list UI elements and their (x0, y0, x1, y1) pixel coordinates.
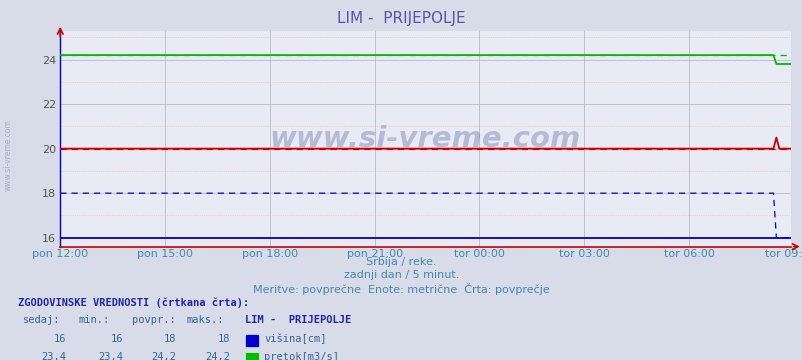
Text: povpr.:: povpr.: (132, 315, 176, 325)
Text: 24,2: 24,2 (152, 352, 176, 360)
Text: 18: 18 (164, 334, 176, 344)
Text: LIM -  PRIJEPOLJE: LIM - PRIJEPOLJE (337, 11, 465, 26)
Text: 23,4: 23,4 (42, 352, 67, 360)
Text: sedaj:: sedaj: (22, 315, 60, 325)
Text: www.si-vreme.com: www.si-vreme.com (3, 119, 13, 191)
Text: min.:: min.: (79, 315, 110, 325)
Text: ZGODOVINSKE VREDNOSTI (črtkana črta):: ZGODOVINSKE VREDNOSTI (črtkana črta): (18, 297, 249, 307)
Text: LIM -  PRIJEPOLJE: LIM - PRIJEPOLJE (245, 315, 350, 325)
Text: Srbija / reke.: Srbija / reke. (366, 257, 436, 267)
Text: 16: 16 (54, 334, 67, 344)
Text: www.si-vreme.com: www.si-vreme.com (269, 125, 581, 153)
Text: 23,4: 23,4 (98, 352, 123, 360)
Text: 16: 16 (110, 334, 123, 344)
Text: višina[cm]: višina[cm] (264, 334, 326, 344)
Text: pretok[m3/s]: pretok[m3/s] (264, 352, 338, 360)
Text: zadnji dan / 5 minut.: zadnji dan / 5 minut. (343, 270, 459, 280)
Text: 18: 18 (217, 334, 230, 344)
Text: Meritve: povprečne  Enote: metrične  Črta: povprečje: Meritve: povprečne Enote: metrične Črta:… (253, 283, 549, 294)
Text: maks.:: maks.: (186, 315, 224, 325)
Text: 24,2: 24,2 (205, 352, 230, 360)
